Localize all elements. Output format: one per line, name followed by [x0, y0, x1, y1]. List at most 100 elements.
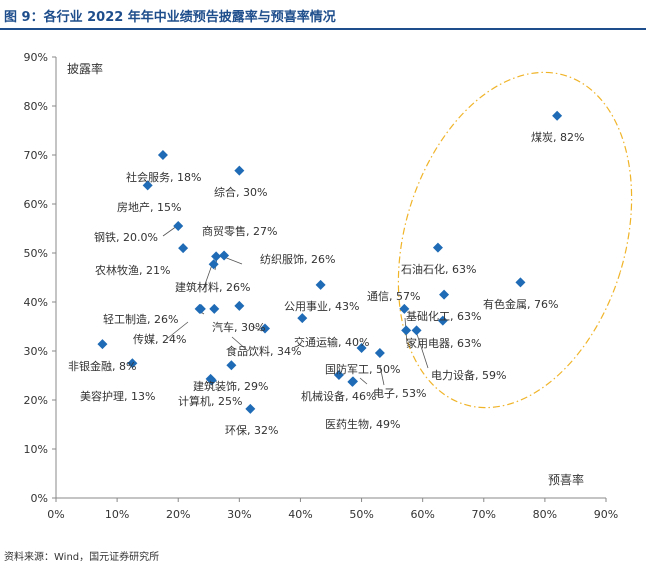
x-axis-label: 预喜率: [548, 472, 584, 487]
title-rule: [0, 28, 646, 30]
scatter-point: [333, 370, 344, 381]
scatter-point: [157, 150, 168, 160]
data-label: 有色金属, 76%: [483, 297, 558, 311]
scatter-point: [260, 323, 270, 334]
data-label: 计算机, 25%: [178, 394, 242, 408]
scatter-point: [411, 325, 422, 336]
data-label: 传媒, 24%: [133, 333, 186, 346]
x-tick-label: 90%: [594, 508, 618, 521]
x-tick-label: 80%: [533, 508, 557, 521]
x-tick-label: 40%: [288, 508, 312, 521]
x-tick-label: 60%: [410, 508, 434, 521]
scatter-point: [208, 259, 219, 270]
scatter-point: [356, 343, 367, 354]
scatter-point: [297, 313, 308, 324]
leader-line: [359, 377, 368, 385]
scatter-point: [142, 180, 153, 191]
x-tick-label: 0%: [47, 508, 64, 521]
scatter-point: [374, 347, 385, 358]
y-tick-label: 30%: [24, 345, 48, 358]
data-label: 家用电器, 63%: [406, 336, 481, 350]
data-label: 煤炭, 82%: [531, 131, 584, 144]
data-label: 汽车, 30%: [212, 320, 265, 334]
leader-line: [167, 321, 189, 339]
leader-line: [415, 330, 429, 369]
y-tick-label: 80%: [24, 100, 48, 113]
scatter-point: [399, 303, 410, 314]
data-label: 环保, 32%: [225, 423, 278, 437]
highlight-ellipse: [397, 71, 633, 409]
data-label: 轻工制造, 26%: [103, 312, 178, 326]
scatter-point: [97, 339, 108, 350]
data-label: 非银金融, 8%: [68, 359, 136, 373]
y-tick-label: 40%: [24, 296, 48, 309]
scatter-point: [219, 250, 230, 261]
x-tick-label: 50%: [349, 508, 373, 521]
data-label: 国防军工, 50%: [325, 362, 400, 376]
scatter-point: [127, 358, 138, 369]
scatter-point: [552, 110, 563, 121]
y-tick-label: 70%: [24, 149, 48, 162]
x-tick-label: 30%: [227, 508, 251, 521]
data-label: 石油石化, 63%: [401, 262, 476, 276]
scatter-point: [245, 403, 256, 414]
scatter-point: [439, 289, 450, 300]
y-tick-label: 90%: [24, 51, 48, 64]
scatter-point: [211, 251, 222, 262]
y-axis-label: 披露率: [67, 61, 103, 76]
scatter-point: [234, 165, 245, 176]
data-label: 建筑装饰, 29%: [193, 379, 268, 393]
data-label: 机械设备, 46%: [301, 389, 376, 403]
data-label: 通信, 57%: [367, 290, 420, 303]
y-tick-label: 60%: [24, 198, 48, 211]
scatter-point: [226, 360, 237, 371]
scatter-point: [194, 303, 205, 314]
scatter-point: [437, 315, 448, 326]
scatter-point: [206, 375, 217, 386]
data-label: 食品饮料, 34%: [226, 344, 301, 358]
data-label: 房地产, 15%: [117, 200, 181, 214]
data-label: 电力设备, 59%: [431, 368, 506, 382]
data-label: 建筑材料, 26%: [175, 280, 250, 294]
data-label: 纺织服饰, 26%: [260, 252, 335, 266]
leader-line: [231, 336, 249, 352]
data-labels: 煤炭, 82% 社会服务, 18% 综合, 30% 房地产, 15% 钢铁, 20.0%…: [68, 131, 584, 437]
x-tick-label: 70%: [472, 508, 496, 521]
data-label: 美容护理, 13%: [80, 389, 155, 403]
data-label: 基础化工, 63%: [406, 309, 481, 323]
scatter-point: [315, 279, 326, 290]
figure-title: 图 9：各行业 2022 年年中业绩预告披露率与预喜率情况: [4, 10, 336, 25]
data-label: 公用事业, 43%: [284, 300, 359, 313]
data-label: 农林牧渔, 21%: [95, 263, 170, 277]
scatter-point: [515, 277, 526, 288]
x-tick-label: 20%: [166, 508, 190, 521]
source-note: 资料来源：Wind，国元证券研究所: [4, 552, 160, 563]
y-tick-label: 10%: [24, 443, 48, 456]
x-tick-label: 10%: [105, 508, 129, 521]
scatter-point: [234, 300, 245, 311]
scatter-point: [209, 303, 220, 314]
data-points: [97, 110, 563, 414]
data-label: 商贸零售, 27%: [202, 224, 277, 238]
data-label: 医药生物, 49%: [325, 417, 400, 431]
scatter-point: [348, 376, 358, 387]
highlight-ellipse-layer: [397, 71, 633, 409]
data-label: 钢铁, 20.0%: [94, 231, 158, 244]
scatter-point: [178, 243, 189, 254]
leader-line: [379, 365, 385, 386]
leader-line: [250, 325, 263, 332]
data-label: 综合, 30%: [214, 185, 267, 199]
scatter-point: [173, 221, 184, 232]
data-label: 交通运输, 40%: [294, 335, 369, 349]
y-tick-label: 20%: [24, 394, 48, 407]
leader-line: [223, 256, 243, 265]
data-label: 社会服务, 18%: [126, 170, 201, 184]
y-tick-label: 50%: [24, 247, 48, 260]
y-tick-label: 0%: [31, 492, 48, 505]
axes: 0% 10% 20% 30% 40% 50% 60% 70% 80% 90% 0% 10% 20% 30%…: [24, 51, 619, 521]
scatter-point: [401, 325, 412, 336]
leader-line: [162, 225, 178, 237]
data-label: 电子, 53%: [373, 387, 426, 400]
scatter-point: [432, 242, 443, 253]
